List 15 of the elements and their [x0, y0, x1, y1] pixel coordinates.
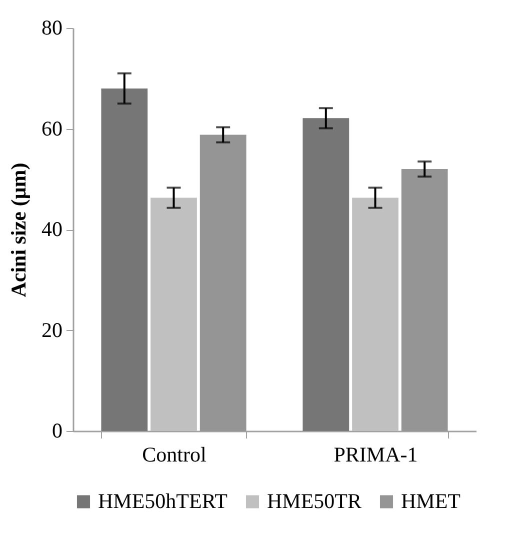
legend-label: HME50hTERT [98, 488, 228, 513]
x-tick-label: Control [142, 442, 206, 466]
y-tick-label: 80 [42, 16, 62, 40]
bar [101, 88, 148, 431]
legend-label: HME50TR [267, 488, 362, 513]
y-tick-label: 20 [42, 318, 62, 342]
y-tick-label: 60 [42, 116, 62, 140]
y-tick-label: 40 [42, 217, 62, 241]
y-tick-label: 0 [52, 418, 62, 442]
bar [352, 198, 398, 431]
legend-label: HMET [401, 488, 461, 513]
bar [150, 198, 197, 431]
bar [302, 118, 350, 431]
y-axis-title: Acini size (µm) [6, 162, 30, 298]
x-tick-label: PRIMA-1 [334, 442, 418, 466]
